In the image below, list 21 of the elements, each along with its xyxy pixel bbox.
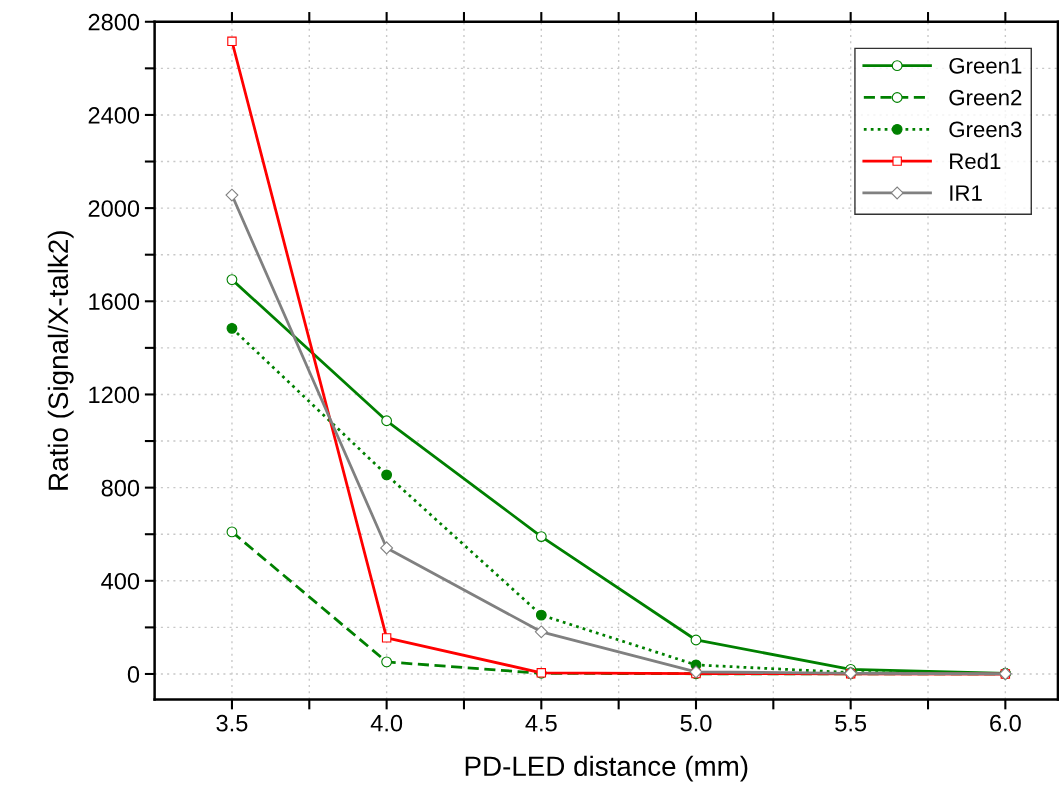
legend-label: IR1 xyxy=(950,185,982,201)
legend-label: Green3 xyxy=(949,121,1022,138)
x-tick-label: 5.5 xyxy=(835,715,867,732)
x-tick-label: 4.5 xyxy=(525,715,557,732)
y-tick-label: 1600 xyxy=(89,293,140,311)
x-tick-label: 3.5 xyxy=(216,714,248,732)
legend-label: Green1 xyxy=(949,57,1022,74)
x-tick-label: 6.0 xyxy=(990,714,1021,732)
y-tick-label: 400 xyxy=(101,572,140,590)
y-tick-label: 1200 xyxy=(89,386,140,404)
y-tick-label: 0 xyxy=(127,666,140,683)
y-tick-label: 2000 xyxy=(88,200,140,217)
x-axis-title: PD-LED distance (mm) xyxy=(465,755,748,782)
y-axis-title: Ratio (Signal/X-talk2) xyxy=(47,231,74,490)
x-tick-label: 4.0 xyxy=(370,714,403,732)
y-tick-label: 800 xyxy=(101,479,140,497)
y-tick-label: 2800 xyxy=(88,13,140,31)
legend-label: Red1 xyxy=(950,152,1001,170)
legend-label: Green2 xyxy=(949,89,1022,106)
x-tick-label: 5.0 xyxy=(680,714,712,732)
y-tick-label: 2400 xyxy=(88,107,140,124)
